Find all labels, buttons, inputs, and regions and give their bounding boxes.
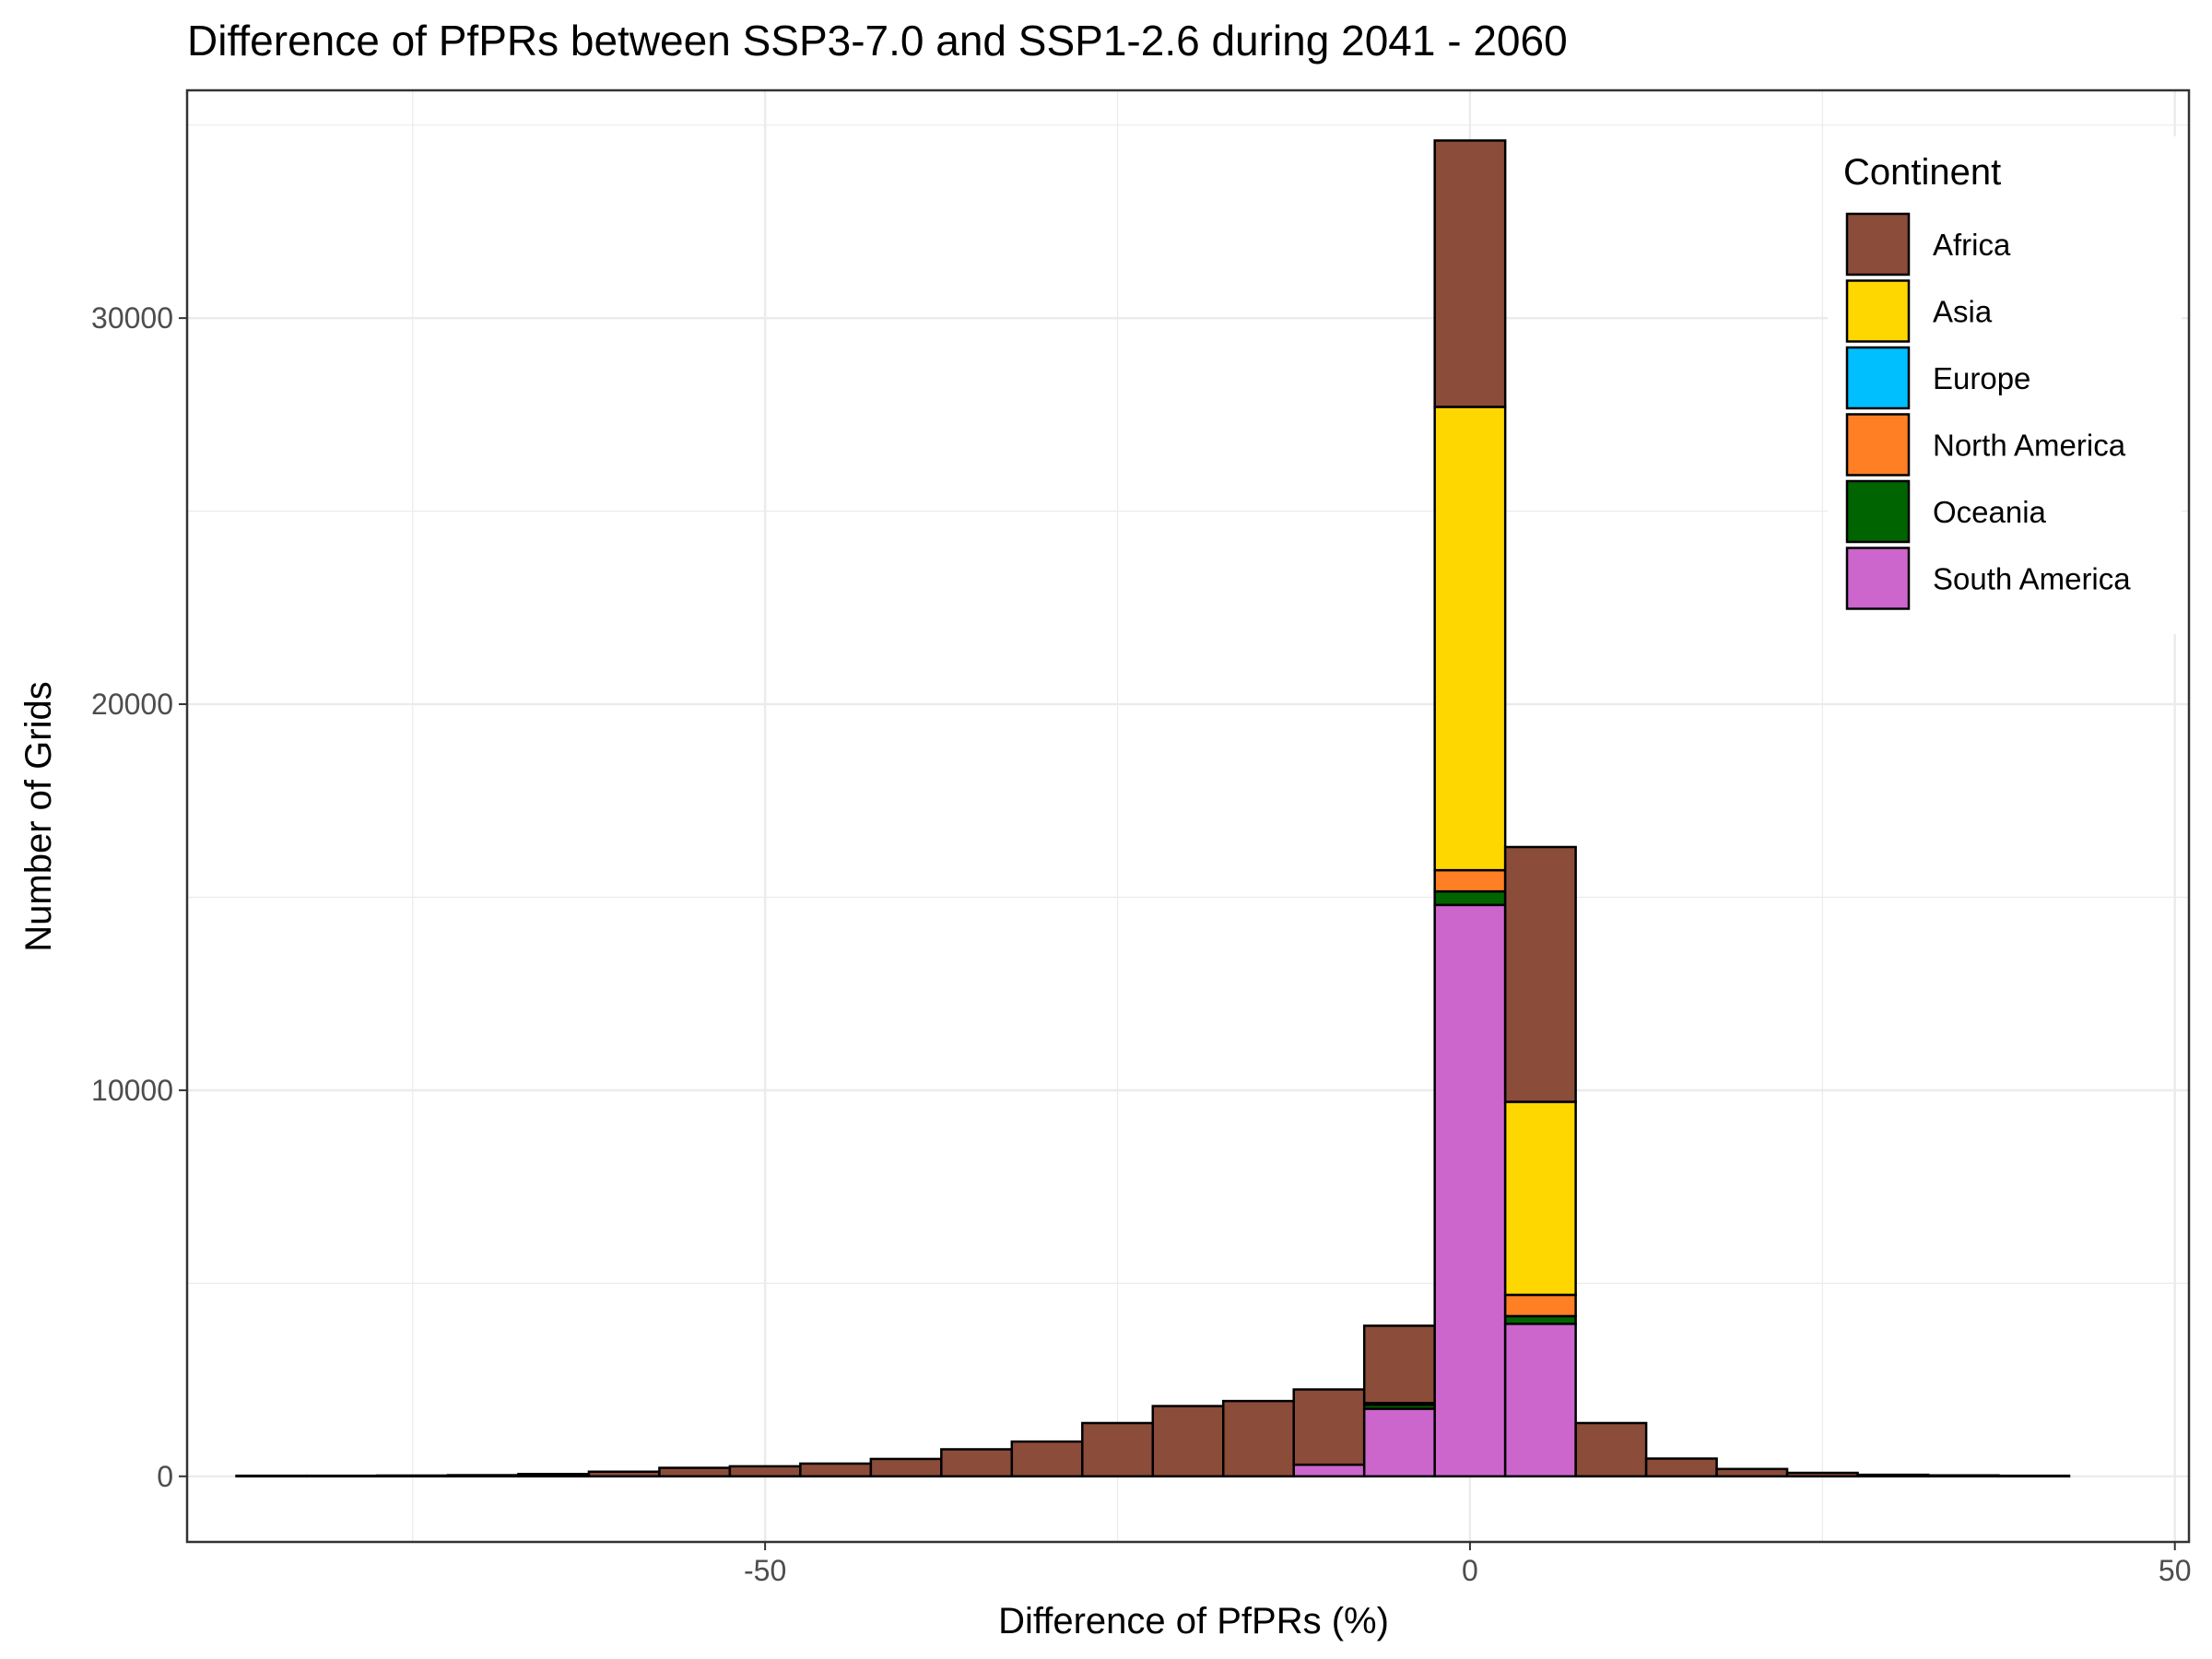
x-tick-label: 50 — [2159, 1554, 2192, 1587]
bar-segment-south-america — [1433, 903, 1507, 1478]
y-tick-label: 10000 — [91, 1074, 173, 1107]
bar-segment-africa — [446, 1474, 520, 1478]
bar-segment-africa — [869, 1457, 943, 1478]
legend-label: North America — [1933, 429, 2126, 463]
legend-label: South America — [1933, 562, 2131, 596]
x-axis-title: Difference of PfPRs (%) — [998, 1601, 1389, 1641]
bar-segment-africa — [235, 1474, 309, 1478]
bar-segment-africa — [1926, 1474, 2000, 1478]
legend-label: Africa — [1933, 228, 2011, 262]
y-tick-label: 20000 — [91, 688, 173, 721]
bar-segment-africa — [1997, 1474, 2071, 1478]
legend-label: Oceania — [1933, 495, 2047, 529]
bar-segment-asia — [1503, 1100, 1577, 1297]
bar-segment-africa — [1503, 845, 1577, 1103]
bar-segment-africa — [940, 1448, 1014, 1478]
bar-segment-africa — [517, 1473, 591, 1478]
bar-segment-africa — [1081, 1421, 1155, 1478]
x-tick-label: -50 — [744, 1554, 786, 1587]
bar-segment-africa — [1362, 1324, 1436, 1405]
bar-segment-africa — [799, 1462, 873, 1478]
legend-swatch — [1845, 547, 1911, 610]
y-axis-title: Number of Grids — [18, 681, 59, 951]
legend-swatch — [1845, 346, 1911, 410]
bar-segment-africa — [1433, 139, 1507, 408]
legend-swatch — [1845, 413, 1911, 477]
bar-segment-south-america — [1292, 1463, 1366, 1478]
legend-swatch — [1845, 479, 1911, 544]
legend-label: Asia — [1933, 295, 1993, 329]
bar-segment-africa — [305, 1474, 379, 1478]
bar-segment-africa — [1574, 1421, 1648, 1478]
legend-title: Continent — [1843, 152, 2001, 193]
legend-swatch — [1845, 212, 1911, 276]
y-tick-label: 0 — [157, 1460, 173, 1493]
chart-title: Difference of PfPRs between SSP3-7.0 and… — [187, 17, 1568, 65]
bar-segment-africa — [1644, 1457, 1718, 1478]
bar-segment-africa — [1221, 1399, 1295, 1478]
bar-segment-africa — [1151, 1405, 1225, 1478]
bar-segment-north-america — [1503, 1293, 1577, 1318]
bar-segment-africa — [1292, 1388, 1366, 1466]
bar-segment-africa — [587, 1470, 661, 1478]
bar-segment-africa — [1715, 1467, 1789, 1478]
bar-segment-south-america — [1503, 1323, 1577, 1478]
legend: Continent Africa Asia Europe North America Oc… — [1828, 136, 2182, 634]
legend-label: Europe — [1933, 361, 2030, 395]
legend-swatch — [1845, 279, 1911, 343]
bar-segment-africa — [658, 1466, 732, 1478]
bar-segment-asia — [1433, 406, 1507, 872]
bar-segment-south-america — [1362, 1407, 1436, 1478]
bar-segment-africa — [1785, 1471, 1859, 1478]
axis-ticks: -50 0 50 0 10000 20000 30000 — [91, 301, 2191, 1587]
y-tick-label: 30000 — [91, 301, 173, 335]
bar-segment-africa — [1856, 1473, 1930, 1478]
bar-segment-oceania — [1503, 1314, 1577, 1325]
plot-border — [185, 88, 2191, 1544]
bars — [235, 139, 2071, 1478]
bar-segment-africa — [728, 1465, 802, 1478]
bar-segment-oceania — [1433, 889, 1507, 907]
x-tick-label: 0 — [1462, 1554, 1478, 1587]
bar-segment-north-america — [1433, 868, 1507, 893]
bar-segment-africa — [376, 1474, 450, 1478]
bar-segment-africa — [1010, 1440, 1084, 1478]
